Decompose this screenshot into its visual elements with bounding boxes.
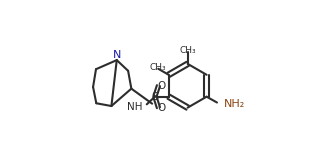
Text: CH₃: CH₃	[149, 63, 166, 72]
Text: O: O	[157, 81, 165, 91]
Text: CH₃: CH₃	[179, 46, 196, 55]
Text: NH₂: NH₂	[224, 99, 245, 109]
Text: S: S	[151, 92, 159, 102]
Text: O: O	[157, 103, 165, 113]
Text: NH: NH	[127, 102, 142, 112]
Text: N: N	[113, 50, 122, 60]
